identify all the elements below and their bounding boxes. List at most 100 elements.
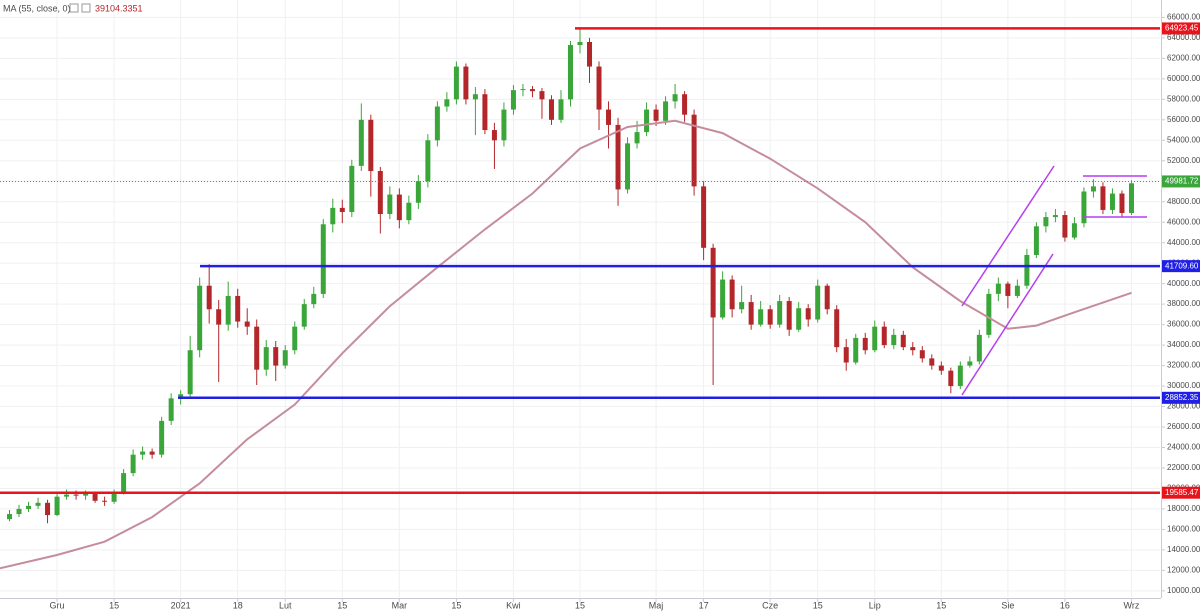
x-tick-label: 17: [699, 600, 709, 610]
y-tick-label: 44000.00: [1167, 238, 1200, 247]
candle-body: [891, 334, 897, 346]
candle-body: [1071, 223, 1077, 238]
y-tick-label: 34000.00: [1167, 340, 1200, 349]
candle-body: [1081, 191, 1087, 224]
candle-body: [7, 514, 13, 520]
candle-body: [615, 124, 621, 190]
candle-body: [1119, 193, 1125, 213]
indicator-value: 39104.3351: [95, 3, 143, 13]
level-badge: [1162, 260, 1200, 273]
y-tick-label: 62000.00: [1167, 53, 1200, 62]
x-tick-label: Maj: [649, 600, 664, 610]
candle-body: [587, 41, 593, 67]
candle-body: [786, 301, 792, 330]
candle-body: [273, 347, 279, 366]
candle-body: [986, 293, 992, 335]
moving-average: [0, 119, 1132, 570]
candle-body: [663, 101, 669, 121]
legend-icon[interactable]: [69, 3, 79, 13]
candle-body: [463, 66, 469, 100]
candle-body: [653, 109, 659, 121]
candle-body: [292, 326, 298, 351]
y-tick-label: 38000.00: [1167, 299, 1200, 308]
plot: [0, 28, 1134, 570]
candle-body: [1062, 215, 1068, 238]
candle-body: [444, 99, 450, 107]
candle-body: [225, 295, 231, 325]
y-tick-label: 58000.00: [1167, 94, 1200, 103]
candle-body: [92, 493, 98, 501]
candle-body: [254, 326, 260, 370]
y-tick-label: 30000.00: [1167, 381, 1200, 390]
candle-body: [491, 130, 497, 141]
candle-body: [64, 494, 70, 497]
candle-body: [102, 500, 108, 502]
candle-body: [815, 285, 821, 320]
candle-body: [216, 309, 222, 325]
candle-body: [606, 109, 612, 125]
candle-body: [472, 94, 478, 100]
y-tick-label: 56000.00: [1167, 115, 1200, 124]
y-tick-label: 66000.00: [1167, 13, 1200, 22]
legend: MA (55, close, 0) 39104.3351: [3, 3, 143, 13]
x-tick-label: Gru: [50, 600, 65, 610]
x-tick-label: Wrz: [1124, 600, 1140, 610]
y-tick-label: 16000.00: [1167, 525, 1200, 534]
candle-body: [739, 302, 745, 310]
candle-body: [796, 308, 802, 330]
candle-body: [16, 508, 22, 515]
candle-body: [900, 334, 906, 348]
candle-body: [919, 350, 925, 359]
candle-body: [358, 119, 364, 166]
trendlines: [961, 165, 1147, 396]
candle-body: [121, 473, 127, 493]
candle-body: [339, 207, 345, 212]
candle-body: [976, 334, 982, 362]
candle-body: [45, 502, 51, 516]
level-label: 64923.45: [1165, 24, 1199, 33]
x-tick-label: 15: [813, 600, 823, 610]
candle-body: [73, 494, 79, 496]
y-tick-label: 14000.00: [1167, 545, 1200, 554]
y-tick-label: 46000.00: [1167, 217, 1200, 226]
y-tick-label: 40000.00: [1167, 279, 1200, 288]
candle-body: [967, 361, 973, 366]
candle-body: [539, 91, 545, 100]
candle-body: [149, 451, 155, 455]
candle-body: [206, 285, 212, 310]
candle-body: [406, 202, 412, 221]
y-tick-label: 22000.00: [1167, 463, 1200, 472]
y-tick-label: 48000.00: [1167, 197, 1200, 206]
candle-body: [1109, 193, 1115, 210]
channel-upper: [961, 165, 1055, 307]
y-tick-label: 64000.00: [1167, 33, 1200, 42]
candle-body: [938, 365, 944, 371]
x-tick-label: Lut: [279, 600, 292, 610]
candle-body: [748, 302, 754, 325]
y-tick-label: 10000.00: [1167, 586, 1200, 595]
candle-body: [453, 66, 459, 100]
candle-body: [1005, 283, 1011, 296]
x-tick-label: Kwi: [506, 600, 521, 610]
candle-body: [843, 347, 849, 363]
y-tick-label: 36000.00: [1167, 320, 1200, 329]
candle-body: [1024, 254, 1030, 286]
y-tick-label: 24000.00: [1167, 443, 1200, 452]
candle-body: [178, 394, 184, 399]
candle-body: [710, 247, 716, 318]
y-tick-label: 12000.00: [1167, 565, 1200, 574]
candle-body: [387, 194, 393, 215]
candle-body: [415, 181, 421, 203]
x-tick-label: 2021: [171, 600, 191, 610]
candle-body: [625, 143, 631, 190]
candle-body: [235, 295, 241, 322]
candle-body: [634, 132, 640, 144]
candle-body: [834, 309, 840, 348]
y-tick-label: 60000.00: [1167, 74, 1200, 83]
level-badge: [1162, 22, 1200, 35]
candle-body: [995, 283, 1001, 294]
indicator-name: MA (55, close, 0): [3, 3, 71, 13]
x-tick-label: Mar: [392, 600, 408, 610]
candle-body: [130, 454, 136, 474]
legend-icon[interactable]: [81, 3, 91, 13]
